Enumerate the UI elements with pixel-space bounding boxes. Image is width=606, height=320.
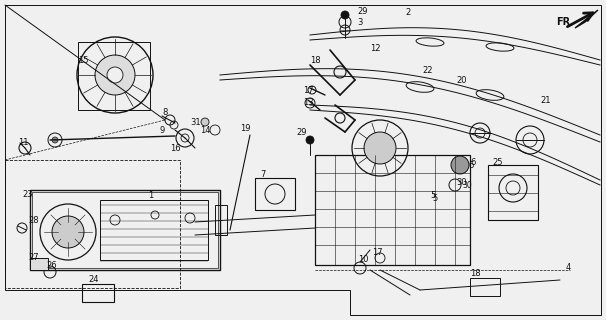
Bar [30,258,48,270]
Text: 19: 19 [240,124,250,132]
Ellipse shape [416,38,444,46]
Text: 20: 20 [456,76,467,84]
Text: 28: 28 [28,215,39,225]
Text: 6: 6 [470,157,475,166]
Text: 21: 21 [540,95,550,105]
Text: 14: 14 [200,125,210,134]
Text: 13: 13 [303,98,314,107]
Bar [255,178,295,210]
Text: 23: 23 [22,189,33,198]
Circle shape [52,137,58,143]
Circle shape [107,67,123,83]
Text: 17: 17 [372,247,382,257]
Text: 7: 7 [260,170,265,179]
Bar [315,155,470,265]
Bar [470,278,500,296]
Text: 31: 31 [190,117,201,126]
Text: 15: 15 [78,55,88,65]
Text: 17: 17 [303,85,314,94]
Text: 12: 12 [370,44,381,52]
Circle shape [451,156,469,174]
Text: 30: 30 [456,178,467,187]
Text: 24: 24 [88,276,99,284]
Text: 27: 27 [28,253,39,262]
Text: 26: 26 [46,261,56,270]
Bar [488,165,538,220]
Bar [100,200,208,260]
Text: 30: 30 [462,180,471,189]
Bar [5,160,180,288]
Text: 18: 18 [470,269,481,278]
Polygon shape [575,10,598,28]
Text: 1: 1 [148,190,153,199]
Text: 9: 9 [160,125,165,134]
Ellipse shape [486,43,514,51]
Bar [32,192,218,268]
Text: 29: 29 [357,6,367,15]
Text: 3: 3 [357,18,362,27]
Text: 5: 5 [432,194,438,203]
Bar [30,190,220,270]
Text: 8: 8 [162,108,167,116]
Bar [215,205,227,235]
Text: 11: 11 [18,138,28,147]
Bar [82,284,114,302]
Circle shape [341,11,349,19]
Circle shape [306,136,314,144]
Ellipse shape [406,82,434,92]
Text: 22: 22 [422,66,433,75]
Text: 25: 25 [492,157,502,166]
Circle shape [364,132,396,164]
Text: 10: 10 [358,255,368,265]
Text: 6: 6 [468,161,473,170]
Circle shape [52,216,84,248]
Text: 4: 4 [566,263,571,273]
Circle shape [201,118,209,126]
Ellipse shape [476,90,504,100]
Text: 18: 18 [310,55,321,65]
Text: 2: 2 [405,7,410,17]
Text: 16: 16 [170,143,181,153]
Text: 5: 5 [430,190,436,199]
Circle shape [95,55,135,95]
Text: FR.: FR. [556,17,574,27]
Text: 29: 29 [296,127,307,137]
Bar [78,42,150,110]
